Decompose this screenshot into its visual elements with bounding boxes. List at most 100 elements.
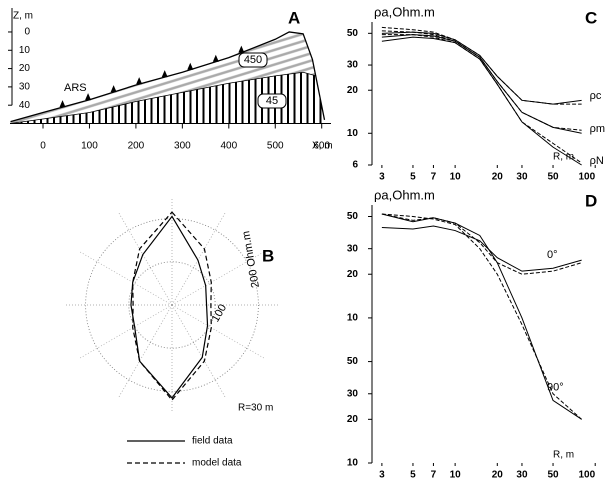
spoke — [117, 211, 173, 306]
spoke — [171, 304, 227, 399]
x-tick-label: 30 — [516, 470, 528, 481]
electrode — [161, 70, 168, 78]
x-tick-label: 5 — [410, 470, 416, 481]
curve — [381, 213, 582, 420]
curve — [381, 34, 582, 164]
curve-label: ρN — [590, 155, 604, 167]
x-tick-label: 300 — [174, 141, 191, 152]
spoke — [78, 250, 173, 306]
y-axis-label: ρa,Ohm.m — [374, 187, 435, 202]
x-tick-label: 50 — [547, 172, 559, 183]
x-tick-label: 3 — [379, 172, 385, 183]
y-tick-label: 50 — [347, 28, 359, 39]
legend-label: model data — [192, 458, 242, 469]
electrode — [187, 62, 194, 70]
z-tick-label: 10 — [19, 45, 31, 56]
surface — [10, 31, 326, 123]
curve — [381, 36, 582, 166]
conductive-layer — [10, 72, 325, 124]
curve — [381, 31, 582, 105]
y-tick-label: 20 — [347, 414, 359, 425]
note: R=30 m — [238, 403, 273, 414]
x-axis-label: R, m — [553, 152, 574, 163]
ring-label: 100 — [210, 302, 230, 324]
electrode — [238, 45, 245, 53]
x-tick-label: 30 — [516, 172, 528, 183]
x-tick-label: 400 — [220, 141, 237, 152]
x-tick-label: 20 — [492, 172, 504, 183]
electrode — [59, 100, 66, 108]
electrode — [85, 93, 92, 101]
x-tick-label: 200 — [128, 141, 145, 152]
y-tick-label: 10 — [347, 128, 359, 139]
layer-label: 45 — [266, 95, 278, 107]
curve-label: 90° — [547, 381, 564, 393]
electrode — [136, 77, 143, 85]
y-tick-label: 20 — [347, 269, 359, 280]
panel-letter: A — [288, 8, 300, 27]
legend-label: field data — [192, 436, 233, 447]
x-tick-label: 7 — [431, 172, 437, 183]
y-tick-label: 6 — [352, 160, 358, 171]
z-tick-label: 40 — [19, 100, 31, 111]
panel-letter: B — [262, 246, 274, 265]
x-tick-label: 7 — [431, 470, 437, 481]
ring — [85, 218, 259, 392]
x-tick-label: 600 — [313, 141, 330, 152]
z-tick-label: 30 — [19, 82, 31, 93]
y-tick-label: 50 — [347, 211, 359, 222]
y-tick-label: 30 — [347, 243, 359, 254]
y-tick-label: 30 — [347, 60, 359, 71]
x-tick-label: 100 — [579, 172, 596, 183]
curve-label: ρc — [590, 90, 602, 102]
spoke — [171, 250, 266, 306]
array-label: ARS — [64, 82, 87, 94]
curve — [381, 213, 582, 420]
layer-label-box — [257, 93, 287, 109]
electrode — [212, 54, 219, 62]
spoke — [171, 304, 266, 360]
layer-label: 450 — [244, 54, 262, 66]
curve — [381, 213, 582, 275]
y-tick-label: 10 — [347, 313, 359, 324]
x-axis-label: R, m — [553, 450, 574, 461]
polar-curve — [130, 215, 209, 399]
curve-label: 0° — [547, 249, 558, 261]
electrode — [110, 85, 117, 93]
y-tick-label: 50 — [347, 356, 359, 367]
x-axis-label: X, m — [312, 141, 333, 152]
x-tick-label: 100 — [81, 141, 98, 152]
curve — [381, 225, 582, 272]
x-tick-label: 5 — [410, 172, 416, 183]
ring — [128, 261, 216, 349]
y-axis-label: ρa,Ohm.m — [374, 4, 435, 19]
panel-letter: C — [585, 8, 597, 27]
ring-label: 200 Ohm.m — [240, 230, 262, 289]
panel-letter: D — [585, 191, 597, 210]
x-tick-label: 50 — [547, 470, 559, 481]
z-tick-label: 20 — [19, 63, 31, 74]
layer-label-box — [238, 52, 268, 68]
curve-label: ρm — [590, 123, 605, 135]
x-tick-label: 0 — [40, 141, 46, 152]
spoke — [78, 304, 173, 360]
spoke — [117, 304, 173, 399]
y-tick-label: 10 — [347, 458, 359, 469]
x-tick-label: 20 — [492, 470, 504, 481]
y-tick-label: 30 — [347, 388, 359, 399]
x-tick-label: 100 — [579, 470, 596, 481]
curve — [381, 34, 582, 134]
x-tick-label: 3 — [379, 470, 385, 481]
curve — [381, 30, 582, 131]
interface — [10, 71, 317, 124]
curve — [381, 26, 582, 105]
y-tick-label: 20 — [347, 85, 359, 96]
z-tick-label: 0 — [24, 27, 30, 38]
x-tick-label: 10 — [450, 172, 462, 183]
x-tick-label: 10 — [450, 470, 462, 481]
z-axis-label: Z, m — [13, 11, 33, 22]
polar-curve — [132, 211, 212, 401]
spoke — [171, 211, 227, 306]
